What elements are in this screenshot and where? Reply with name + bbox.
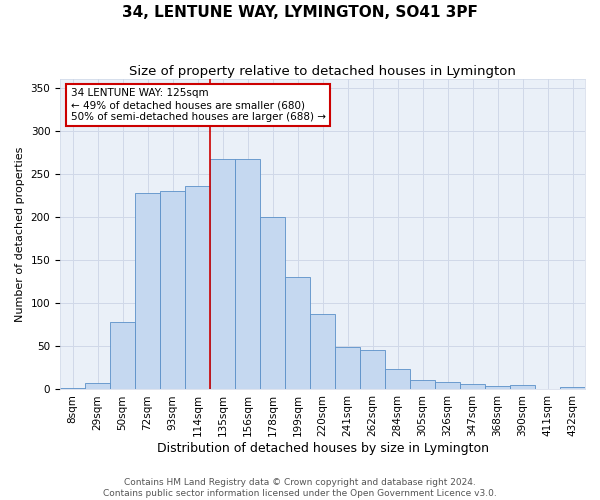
Text: 34 LENTUNE WAY: 125sqm
← 49% of detached houses are smaller (680)
50% of semi-de: 34 LENTUNE WAY: 125sqm ← 49% of detached… [71,88,326,122]
Bar [360,350,385,390]
Text: 34, LENTUNE WAY, LYMINGTON, SO41 3PF: 34, LENTUNE WAY, LYMINGTON, SO41 3PF [122,5,478,20]
X-axis label: Distribution of detached houses by size in Lymington: Distribution of detached houses by size … [157,442,488,455]
Bar [485,386,510,390]
Y-axis label: Number of detached properties: Number of detached properties [15,146,25,322]
Bar [235,160,260,390]
Bar [185,186,210,390]
Bar [85,382,110,390]
Title: Size of property relative to detached houses in Lymington: Size of property relative to detached ho… [129,65,516,78]
Bar [410,380,435,390]
Bar [110,322,135,390]
Bar [210,160,235,390]
Bar [335,347,360,390]
Bar [510,385,535,390]
Bar [560,387,585,390]
Bar [435,382,460,390]
Bar [385,369,410,390]
Bar [535,388,560,390]
Bar [310,314,335,390]
Bar [285,278,310,390]
Bar [160,191,185,390]
Bar [60,388,85,390]
Bar [460,384,485,390]
Bar [135,193,160,390]
Text: Contains HM Land Registry data © Crown copyright and database right 2024.
Contai: Contains HM Land Registry data © Crown c… [103,478,497,498]
Bar [260,217,285,390]
